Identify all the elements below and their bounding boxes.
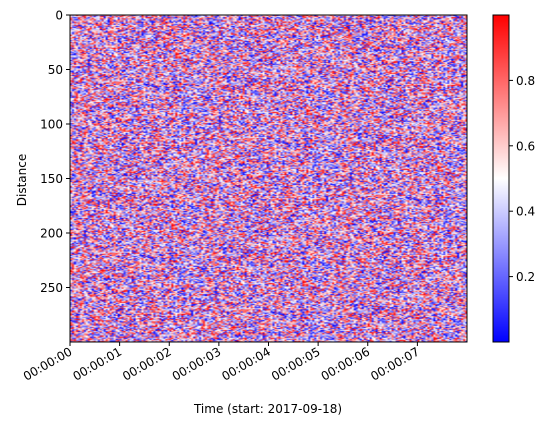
y-tick-label: 100 — [40, 118, 63, 132]
y-tick-label: 0 — [55, 9, 63, 23]
y-axis-ticks: 0 50 100 150 200 250 — [40, 9, 70, 295]
y-tick-label: 250 — [40, 281, 63, 295]
colorbar-gradient — [492, 14, 510, 343]
x-tick-label: 00:00:02 — [120, 344, 174, 383]
heatmap-image — [70, 15, 467, 342]
x-axis-label: Time (start: 2017-09-18) — [193, 402, 342, 416]
colorbar-ticks: 0.2 0.4 0.6 0.8 — [509, 74, 535, 284]
colorbar: 0.2 0.4 0.6 0.8 — [492, 14, 535, 343]
x-tick-label: 00:00:00 — [21, 344, 75, 383]
y-axis-label: Distance — [15, 154, 29, 206]
colorbar-tick-label: 0.4 — [516, 205, 535, 219]
colorbar-tick-label: 0.6 — [516, 139, 535, 153]
x-tick-label: 00:00:04 — [219, 344, 273, 383]
x-tick-label: 00:00:03 — [170, 344, 224, 383]
heatmap-plot-area — [69, 14, 468, 343]
colorbar-tick-label: 0.8 — [516, 74, 535, 88]
y-tick-label: 150 — [40, 172, 63, 186]
x-tick-label: 00:00:05 — [269, 344, 323, 383]
x-tick-label: 00:00:01 — [70, 344, 124, 383]
y-tick-label: 200 — [40, 227, 63, 241]
x-tick-label: 00:00:07 — [368, 344, 422, 383]
colorbar-tick-label: 0.2 — [516, 270, 535, 284]
y-tick-label: 50 — [48, 63, 63, 77]
x-axis-ticks: 00:00:0000:00:0100:00:0200:00:0300:00:04… — [21, 342, 422, 384]
x-tick-label: 00:00:06 — [319, 344, 373, 383]
